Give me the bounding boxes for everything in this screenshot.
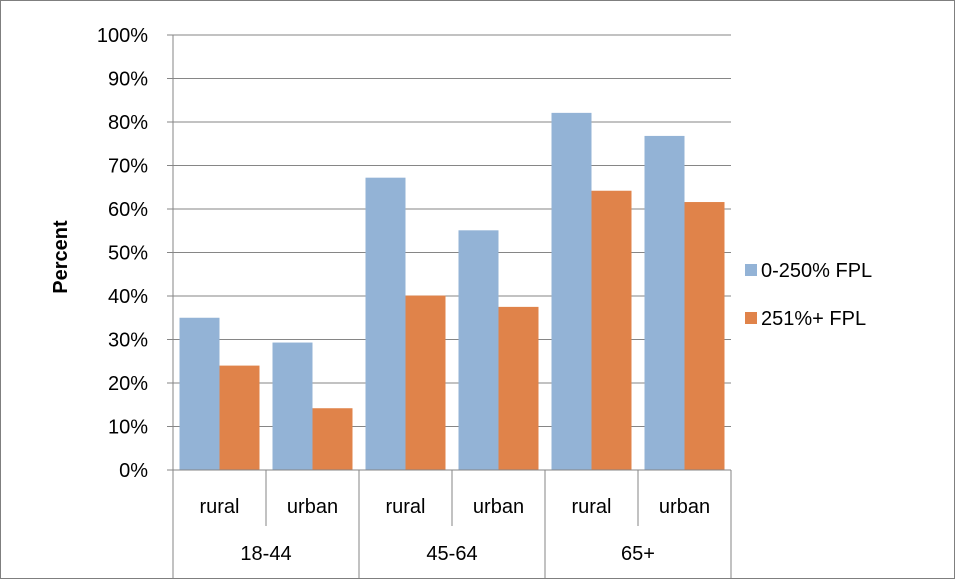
bar [458,230,499,470]
x-subcategory-label: urban [287,496,338,518]
x-category-labels: rural urban 18-44 rural urban 45-64 rural urban… [199,496,710,565]
x-subcategory-label: rural [199,496,239,518]
bar [365,177,406,470]
y-tick-label: 10% [108,417,148,439]
y-tick-label: 40% [108,286,148,308]
x-subcategory-label: urban [659,496,710,518]
y-tick-label: 50% [108,243,148,265]
y-tick-label: 70% [108,156,148,178]
y-tick-labels: 0% 10% 20% 30% 40% 50% 60% 70% 80% 90% 100% [97,25,148,482]
axes [172,35,732,578]
bar [551,112,592,471]
legend-swatch [745,264,757,276]
bar [498,306,539,470]
bar [405,295,446,470]
bar [272,342,313,470]
bars [179,112,725,471]
legend-swatch [745,312,757,324]
y-tick-label: 30% [108,330,148,352]
legend: 0-250% FPL 251%+ FPL [745,260,872,330]
bar [644,135,685,471]
bar [219,365,260,470]
y-tick-label: 0% [119,460,148,482]
y-tick-label: 100% [97,25,148,47]
gridlines [167,34,731,471]
y-tick-label: 60% [108,199,148,221]
x-subcategory-label: rural [571,496,611,518]
bar [179,317,220,470]
bar [312,408,353,470]
legend-label: 0-250% FPL [761,260,872,282]
y-tick-label: 90% [108,69,148,91]
y-tick-label: 20% [108,373,148,395]
y-axis-title: Percent [50,220,72,294]
y-tick-label: 80% [108,112,148,134]
x-group-label: 45-64 [426,543,477,565]
x-subcategory-label: rural [385,496,425,518]
legend-label: 251%+ FPL [761,308,866,330]
x-group-label: 18-44 [240,543,291,565]
bar [684,202,725,471]
x-subcategory-label: urban [473,496,524,518]
x-group-label: 65+ [621,543,655,565]
bar [591,190,632,471]
